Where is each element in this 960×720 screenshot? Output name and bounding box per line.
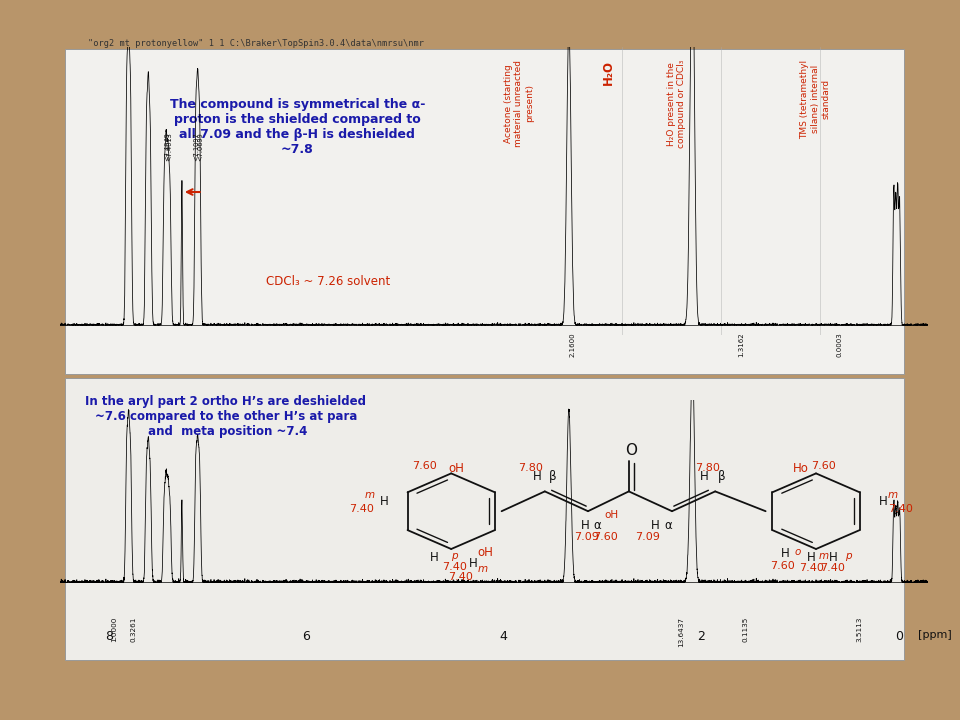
Text: H: H <box>828 551 837 564</box>
Text: O: O <box>625 443 637 458</box>
Text: 7.40: 7.40 <box>821 563 845 572</box>
Text: 7.40: 7.40 <box>799 563 824 572</box>
Text: oH: oH <box>477 546 493 559</box>
Text: <7.1097: <7.1097 <box>193 132 199 161</box>
Text: 0.0003: 0.0003 <box>836 333 843 357</box>
Text: oH: oH <box>448 462 465 475</box>
Text: 7.60: 7.60 <box>592 532 617 542</box>
Text: 6: 6 <box>302 630 310 643</box>
Text: 7.60: 7.60 <box>413 461 437 471</box>
Text: p: p <box>451 551 458 561</box>
Text: 2: 2 <box>697 630 706 643</box>
Text: H: H <box>380 495 389 508</box>
Text: oH: oH <box>605 510 619 520</box>
Bar <box>65 49 904 374</box>
Text: α: α <box>664 519 673 532</box>
Text: m: m <box>477 564 488 574</box>
Text: 7.60: 7.60 <box>770 560 795 570</box>
Text: H: H <box>700 470 709 484</box>
Text: <7.4049: <7.4049 <box>164 132 171 161</box>
Text: CDCl₃ ~ 7.26 solvent: CDCl₃ ~ 7.26 solvent <box>266 275 391 288</box>
Text: 2.1600: 2.1600 <box>570 333 576 357</box>
Text: 0: 0 <box>895 630 902 643</box>
Text: 0.3261: 0.3261 <box>131 617 136 642</box>
Bar <box>65 377 904 660</box>
Text: 7.40: 7.40 <box>448 572 473 582</box>
Text: 7.80: 7.80 <box>696 463 720 472</box>
Text: H: H <box>533 470 542 484</box>
Text: 7.40: 7.40 <box>349 505 374 514</box>
Text: TMS (tetramethyl
silane) internal
standard: TMS (tetramethyl silane) internal standa… <box>801 60 830 139</box>
Text: β: β <box>718 470 725 484</box>
Text: H: H <box>468 557 477 570</box>
Text: m: m <box>888 490 899 500</box>
Text: H: H <box>806 551 816 564</box>
Text: 4: 4 <box>500 630 508 643</box>
Text: m: m <box>818 551 828 561</box>
Text: 1.3162: 1.3162 <box>737 333 744 357</box>
Text: <7.0699: <7.0699 <box>198 132 204 161</box>
Text: 7.40: 7.40 <box>442 562 467 572</box>
Text: 7.09: 7.09 <box>574 532 598 542</box>
Text: 7.60: 7.60 <box>811 461 835 471</box>
Text: Ho: Ho <box>793 462 808 475</box>
Text: 0.1135: 0.1135 <box>743 617 749 642</box>
Text: H: H <box>780 547 789 560</box>
Text: 7.40: 7.40 <box>888 505 913 514</box>
Text: H₂O: H₂O <box>602 60 614 85</box>
Text: [ppm]: [ppm] <box>919 630 952 640</box>
Text: m: m <box>364 490 374 500</box>
Text: α: α <box>593 519 602 532</box>
Text: H: H <box>581 519 590 532</box>
Text: In the aryl part 2 ortho H’s are deshielded
~7.6 compared to the other H’s at pa: In the aryl part 2 ortho H’s are deshiel… <box>85 395 367 438</box>
Text: <7.4013: <7.4013 <box>167 132 173 161</box>
Text: 7.80: 7.80 <box>518 463 542 472</box>
Text: o: o <box>795 547 801 557</box>
Text: "org2 mt protonyellow" 1 1 C:\Braker\TopSpin3.0.4\data\nmrsu\nmr: "org2 mt protonyellow" 1 1 C:\Braker\Top… <box>87 39 423 48</box>
Text: 13.6437: 13.6437 <box>679 617 684 647</box>
Text: Acetone (starting
material unreacted
present): Acetone (starting material unreacted pre… <box>504 60 534 147</box>
Text: 7.09: 7.09 <box>636 532 660 542</box>
Text: H: H <box>878 495 887 508</box>
Text: 1.0000: 1.0000 <box>110 617 117 642</box>
Text: p: p <box>845 551 852 561</box>
Text: H: H <box>651 519 660 532</box>
Text: The compound is symmetrical the α-
proton is the shielded compared to
all 7.09 a: The compound is symmetrical the α- proto… <box>170 98 425 156</box>
Text: H₂O present in the
compound or CDCl₃: H₂O present in the compound or CDCl₃ <box>667 60 686 148</box>
Text: 8: 8 <box>105 630 113 643</box>
Text: H: H <box>430 551 439 564</box>
Text: β: β <box>549 470 556 484</box>
Text: 3.5113: 3.5113 <box>856 617 862 642</box>
